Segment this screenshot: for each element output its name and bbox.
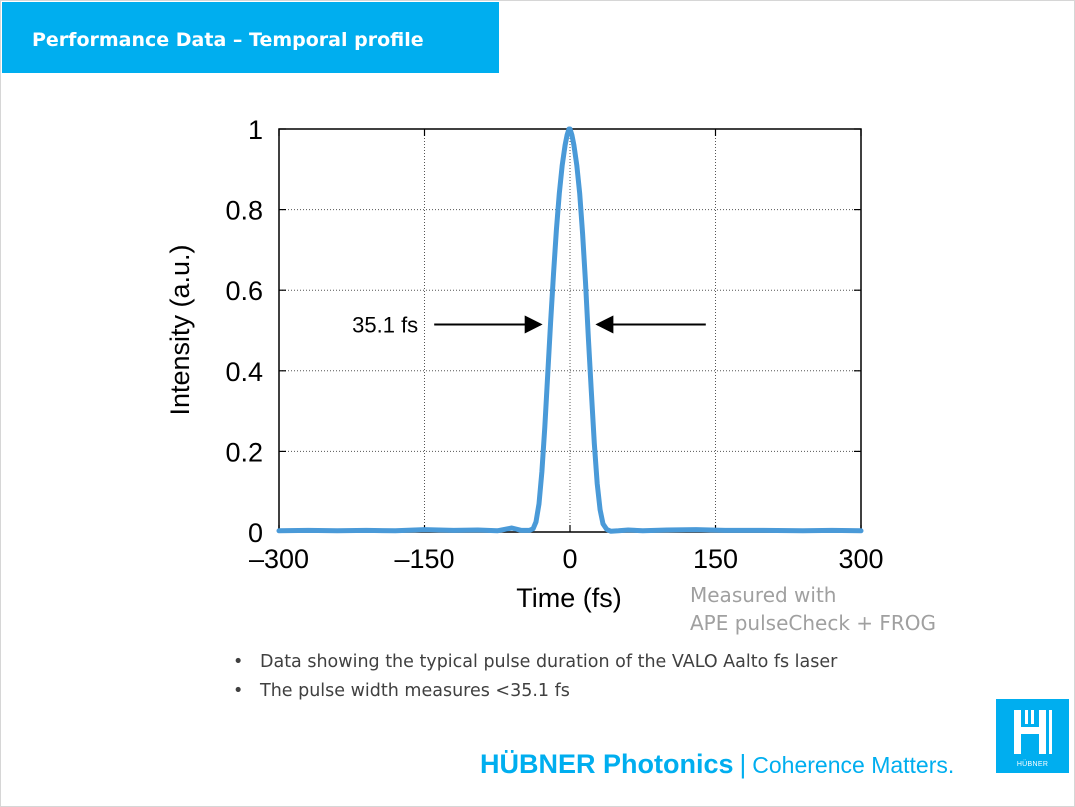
pulse-intensity-line <box>276 126 864 534</box>
y-tick-label: 0.8 <box>225 196 263 226</box>
brand-separator: | <box>739 749 747 779</box>
measured-with-note: Measured with APE pulseCheck + FROG <box>690 581 936 637</box>
y-tick-label: 0.6 <box>225 276 263 306</box>
logo-text: HÜBNER <box>1016 761 1049 768</box>
brand-name: HÜBNER Photonics <box>480 749 734 779</box>
slide-title: Performance Data – Temporal profile <box>32 29 424 51</box>
brand-tagline: Coherence Matters. <box>752 752 955 778</box>
huebner-logo-icon <box>1014 710 1052 754</box>
x-tick-label: 0 <box>562 544 577 574</box>
x-tick-label: –300 <box>249 544 309 574</box>
footer-brand: HÜBNER Photonics | Coherence Matters. <box>480 749 954 780</box>
fwhm-annotation-label: 35.1 fs <box>352 312 418 337</box>
measured-note-line2: APE pulseCheck + FROG <box>690 611 937 635</box>
x-tick-label: –150 <box>394 544 454 574</box>
bullet-item: Data showing the typical pulse duration … <box>233 648 837 677</box>
y-axis-label: Intensity (a.u.) <box>165 244 195 415</box>
x-tick-label: 300 <box>838 544 883 574</box>
huebner-logo: HÜBNER <box>996 699 1069 773</box>
measured-note-line1: Measured with <box>690 583 837 607</box>
y-tick-label: 0.2 <box>225 437 263 467</box>
title-bar: Performance Data – Temporal profile <box>2 2 499 73</box>
y-tick-label: 0 <box>248 518 263 548</box>
y-tick-label: 1 <box>248 115 263 145</box>
bullet-item: The pulse width measures <35.1 fs <box>233 677 837 706</box>
x-tick-label: 150 <box>693 544 738 574</box>
bullet-list: Data showing the typical pulse duration … <box>233 648 837 706</box>
x-axis-label: Time (fs) <box>516 583 621 613</box>
y-tick-label: 0.4 <box>225 357 263 387</box>
